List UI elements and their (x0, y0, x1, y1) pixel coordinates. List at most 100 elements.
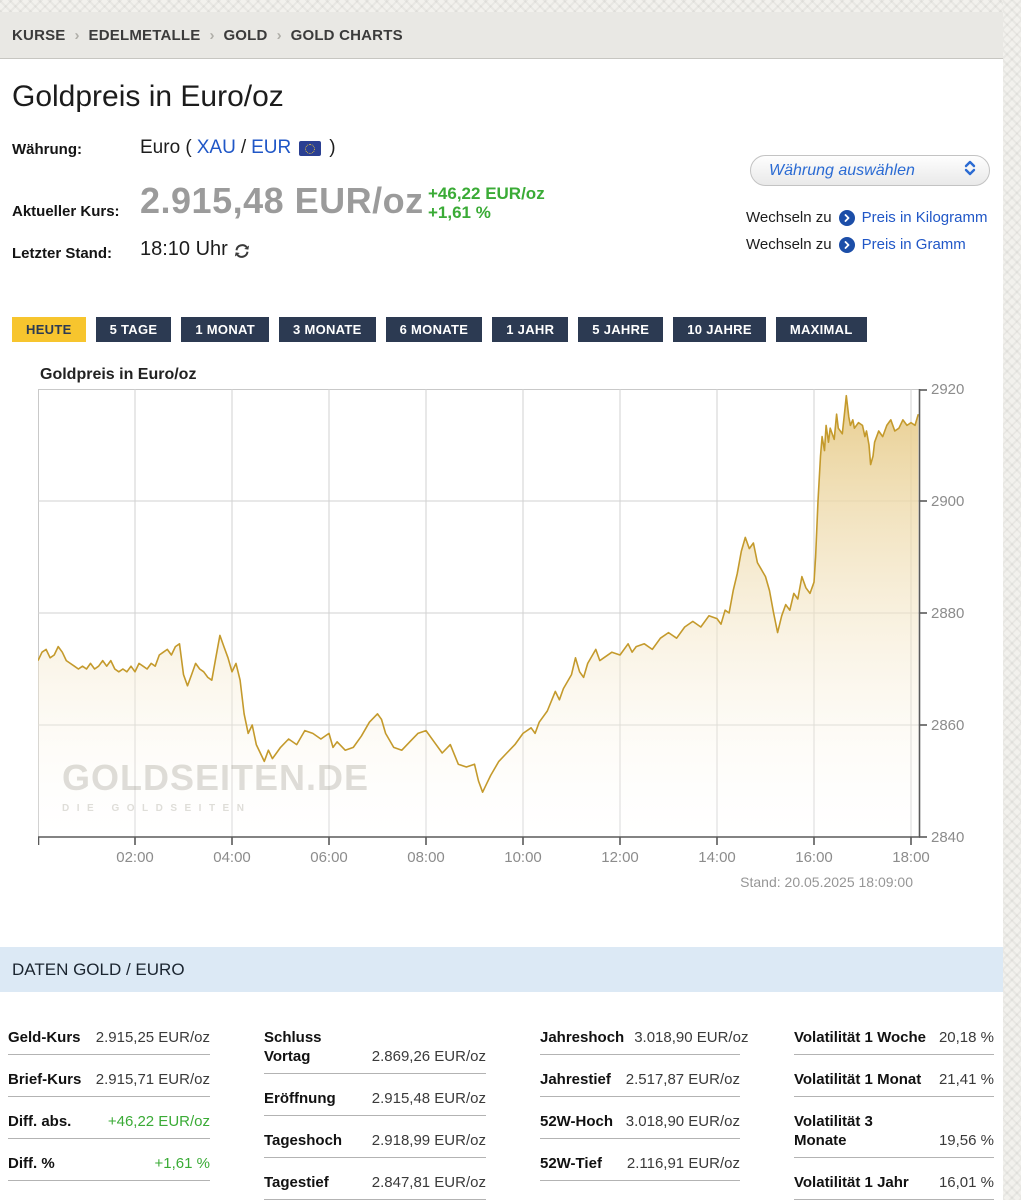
tab-6-monate[interactable]: 6 MONATE (385, 317, 483, 342)
price-change-pct: +1,61 % (428, 203, 491, 222)
y-axis-tick-label: 2900 (931, 493, 965, 510)
daten-column: Volatilität 1 Woche 20,18 % Volatilität 1 … (794, 1028, 994, 1200)
daten-label: 52W-Tief (540, 1155, 602, 1172)
tab-3-monate[interactable]: 3 MONATE (279, 317, 376, 342)
price-label: Aktueller Kurs: (12, 203, 120, 220)
eur-link[interactable]: EUR (251, 137, 292, 158)
x-axis-tick-label: 18:00 (892, 849, 930, 866)
switch-prefix: Wechseln zu (746, 209, 832, 226)
tab-5-tage[interactable]: 5 TAGE (95, 317, 172, 342)
y-axis-tick-label: 2840 (931, 829, 965, 846)
daten-label: Eröffnung (264, 1090, 336, 1107)
page-background-pattern-right (1003, 0, 1021, 1200)
daten-row-volatilität-1-monat: Volatilität 1 Monat 21,41 % (794, 1070, 994, 1097)
daten-label: Schluss Vortag (264, 1029, 322, 1065)
breadcrumb-item-edelmetalle[interactable]: EDELMETALLE (88, 26, 201, 44)
page-title: Goldpreis in Euro/oz (12, 80, 284, 113)
y-axis-tick-label: 2920 (931, 381, 965, 398)
daten-row-jahreshoch: Jahreshoch 3.018,90 EUR/oz (540, 1028, 748, 1055)
daten-value: 2.517,87 EUR/oz (625, 1071, 740, 1088)
daten-value: +1,61 % (154, 1155, 210, 1172)
currency-label: Währung: (12, 141, 82, 158)
daten-value: +46,22 EUR/oz (107, 1113, 210, 1130)
daten-label: 52W-Hoch (540, 1113, 614, 1130)
x-axis-tick-label: 06:00 (310, 849, 348, 866)
daten-label: Volatilität 1 Monat (794, 1071, 922, 1088)
daten-value: 19,56 % (938, 1132, 994, 1149)
tab-10-jahre[interactable]: 10 JAHRE (673, 317, 766, 342)
breadcrumb: KURSE › EDELMETALLE › GOLD › GOLD CHARTS (0, 12, 1003, 59)
daten-label: Geld-Kurs (8, 1029, 81, 1046)
x-axis-tick-label: 16:00 (795, 849, 833, 866)
daten-column: Schluss Vortag 2.869,26 EUR/oz Eröffnung 2.… (264, 1028, 486, 1200)
x-axis-tick-label: 14:00 (698, 849, 736, 866)
x-axis-tick-label: 02:00 (116, 849, 154, 866)
currency-select-placeholder: Währung auswählen (769, 161, 915, 179)
y-axis-tick-label: 2860 (931, 717, 965, 734)
link-preis-in-kilogramm[interactable]: Preis in Kilogramm (861, 209, 988, 226)
arrow-right-icon (838, 209, 855, 226)
switch-to-kilogram: Wechseln zu Preis in Kilogramm (746, 209, 987, 226)
last-stand-label: Letzter Stand: (12, 245, 113, 262)
y-axis-tick-label: 2880 (931, 605, 965, 622)
daten-row-schluss-vortag: Schluss Vortag 2.869,26 EUR/oz (264, 1028, 486, 1074)
x-axis-tick-label: 04:00 (213, 849, 251, 866)
price-change-abs: +46,22 EUR/oz (428, 184, 545, 203)
breadcrumb-item-gold[interactable]: GOLD (223, 26, 268, 44)
daten-label: Jahrestief (540, 1071, 611, 1088)
daten-section-header: DATEN GOLD / EURO (0, 947, 1003, 992)
x-axis-tick-label: 10:00 (504, 849, 542, 866)
daten-label: Jahreshoch (540, 1029, 625, 1046)
breadcrumb-item-kurse[interactable]: KURSE (12, 26, 66, 44)
daten-value: 2.915,48 EUR/oz (371, 1090, 486, 1107)
daten-label: Tagestief (264, 1174, 329, 1191)
daten-value: 2.847,81 EUR/oz (371, 1174, 486, 1191)
daten-value: 16,01 % (938, 1174, 994, 1191)
tab-heute[interactable]: HEUTE (12, 317, 86, 342)
tab-maximal[interactable]: MAXIMAL (775, 317, 867, 342)
eu-flag-icon (299, 140, 322, 156)
current-price: 2.915,48 EUR/oz (140, 180, 424, 221)
currency-suffix: ) (329, 137, 336, 158)
currency-value: Euro ( XAU / EUR ) (140, 137, 336, 159)
x-axis-tick-label: 08:00 (407, 849, 445, 866)
chevron-updown-icon (963, 160, 977, 181)
daten-value: 2.915,25 EUR/oz (95, 1029, 210, 1046)
price-change: +46,22 EUR/oz +1,61 % (428, 184, 545, 222)
breadcrumb-item-gold-charts[interactable]: GOLD CHARTS (290, 26, 403, 44)
daten-label: Diff. abs. (8, 1113, 72, 1130)
daten-column: Jahreshoch 3.018,90 EUR/oz Jahrestief 2.517… (540, 1028, 748, 1200)
chart-timestamp: Stand: 20.05.2025 18:09:00 (740, 874, 913, 890)
daten-column: Geld-Kurs 2.915,25 EUR/oz Brief-Kurs 2.915,… (8, 1028, 210, 1200)
daten-row-tageshoch: Tageshoch 2.918,99 EUR/oz (264, 1131, 486, 1158)
price-chart[interactable] (38, 389, 928, 847)
page-background-pattern-top (0, 0, 1021, 12)
currency-slash: / (240, 137, 247, 158)
daten-label: Volatilität 1 Woche (794, 1029, 926, 1046)
link-preis-in-gramm[interactable]: Preis in Gramm (861, 236, 966, 253)
refresh-icon[interactable] (233, 242, 251, 260)
tab-1-monat[interactable]: 1 MONAT (181, 317, 269, 342)
xau-link[interactable]: XAU (196, 137, 236, 158)
daten-value: 21,41 % (938, 1071, 994, 1088)
x-axis-tick-label: 12:00 (601, 849, 639, 866)
daten-value: 20,18 % (938, 1029, 994, 1046)
daten-label: Diff. % (8, 1155, 55, 1172)
daten-value: 3.018,90 EUR/oz (634, 1029, 749, 1046)
daten-row-jahrestief: Jahrestief 2.517,87 EUR/oz (540, 1070, 740, 1097)
last-stand-value: 18:10 Uhr (140, 238, 228, 260)
daten-row-52w-tief: 52W-Tief 2.116,91 EUR/oz (540, 1154, 740, 1181)
currency-prefix: Euro ( (140, 137, 192, 158)
tab-1-jahr[interactable]: 1 JAHR (492, 317, 569, 342)
range-tabs: HEUTE 5 TAGE 1 MONAT 3 MONATE 6 MONATE 1 JAHR… (12, 317, 867, 342)
daten-label: Volatilität 1 Jahr (794, 1174, 909, 1191)
breadcrumb-separator-icon: › (209, 26, 215, 44)
daten-label: Volatilität 3 Monate (794, 1113, 873, 1149)
breadcrumb-separator-icon: › (276, 26, 282, 44)
daten-value: 2.915,71 EUR/oz (95, 1071, 210, 1088)
daten-row-tagestief: Tagestief 2.847,81 EUR/oz (264, 1173, 486, 1200)
currency-select[interactable]: Währung auswählen (750, 155, 990, 186)
tab-5-jahre[interactable]: 5 JAHRE (578, 317, 664, 342)
daten-row-eröffnung: Eröffnung 2.915,48 EUR/oz (264, 1089, 486, 1116)
arrow-right-icon (838, 236, 855, 253)
